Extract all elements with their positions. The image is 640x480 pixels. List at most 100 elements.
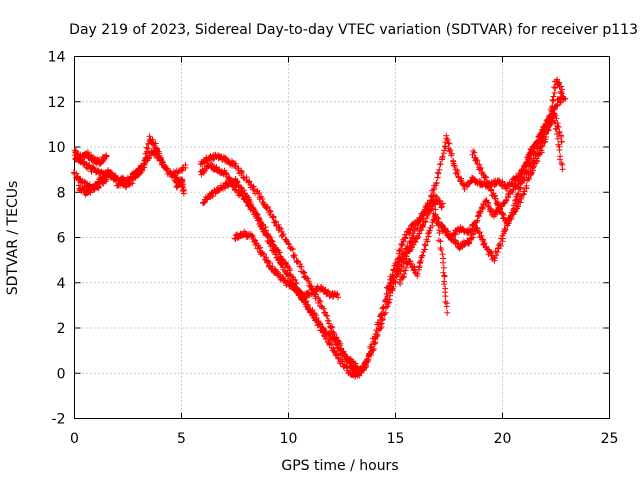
y-axis-title: SDTVAR / TECUs <box>5 181 21 296</box>
data-points <box>70 76 569 380</box>
data-point <box>246 178 253 185</box>
data-point <box>272 218 279 225</box>
x-tick-label: 10 <box>280 431 298 447</box>
data-point <box>289 246 296 253</box>
data-point <box>235 167 242 174</box>
x-tick-label: 0 <box>70 431 79 447</box>
data-point <box>135 168 142 175</box>
data-point <box>278 225 285 232</box>
data-point <box>440 264 447 271</box>
data-point <box>141 164 148 171</box>
data-point <box>101 177 108 184</box>
y-tick-label: 10 <box>48 140 66 156</box>
y-tick-label: 2 <box>57 321 66 337</box>
data-point <box>556 147 563 154</box>
data-point <box>440 269 447 276</box>
y-tick-label: 8 <box>57 185 66 201</box>
data-point <box>113 177 120 184</box>
data-point <box>270 214 277 221</box>
data-point <box>218 153 225 160</box>
data-point <box>230 159 237 166</box>
x-axis-title: GPS time / hours <box>281 458 398 474</box>
data-point <box>421 241 428 248</box>
data-point <box>239 169 246 176</box>
data-point <box>441 281 448 288</box>
data-point <box>435 170 442 177</box>
data-point <box>250 186 257 193</box>
data-point <box>442 293 449 300</box>
data-point <box>444 309 451 316</box>
data-point <box>324 312 331 319</box>
x-tick-label: 15 <box>387 431 405 447</box>
x-tick-label: 25 <box>601 431 619 447</box>
data-point <box>285 241 292 248</box>
data-point <box>95 184 102 191</box>
data-point <box>288 245 295 252</box>
data-point <box>303 275 310 282</box>
data-point <box>293 259 300 266</box>
data-point <box>439 259 446 266</box>
data-point <box>279 232 286 239</box>
y-axis: -2 0 2 4 6 8 10 12 14 <box>48 50 610 428</box>
data-point <box>442 298 449 305</box>
data-point <box>416 259 423 266</box>
data-point <box>443 303 450 310</box>
data-point <box>275 221 282 228</box>
data-point <box>297 261 304 268</box>
data-point <box>280 231 287 238</box>
data-point <box>264 204 271 211</box>
data-point <box>182 161 189 168</box>
data-point <box>122 183 129 190</box>
x-tick-label: 20 <box>494 431 512 447</box>
data-point <box>146 133 153 140</box>
data-point <box>558 138 565 145</box>
data-point <box>142 157 149 164</box>
data-point <box>559 166 566 173</box>
data-point <box>256 190 263 197</box>
chart-title: Day 219 of 2023, Sidereal Day-to-day VTE… <box>69 22 638 38</box>
data-point <box>550 93 557 100</box>
data-point <box>103 152 110 159</box>
data-point <box>437 161 444 168</box>
data-point <box>159 161 166 168</box>
data-point <box>100 180 107 187</box>
data-point <box>126 181 133 188</box>
y-tick-label: 14 <box>48 50 66 66</box>
data-point <box>143 144 150 151</box>
data-point <box>556 156 563 163</box>
data-point <box>260 200 267 207</box>
data-point <box>256 194 263 201</box>
data-point <box>436 166 443 173</box>
y-tick-label: 12 <box>48 95 66 111</box>
data-point <box>164 165 171 172</box>
y-tick-label: 6 <box>57 231 66 247</box>
x-tick-label: 5 <box>177 431 186 447</box>
data-point <box>259 199 266 206</box>
y-tick-label: -2 <box>52 412 66 428</box>
data-point <box>323 312 330 319</box>
data-point <box>74 173 81 180</box>
y-tick-label: 0 <box>57 366 66 382</box>
data-point <box>271 219 278 226</box>
data-point <box>328 324 335 331</box>
data-point <box>290 253 297 260</box>
data-point <box>551 89 558 96</box>
data-point <box>443 132 450 139</box>
data-point <box>238 168 245 175</box>
data-point <box>179 177 186 184</box>
data-point <box>266 207 273 214</box>
data-point <box>325 320 332 327</box>
data-point <box>439 251 446 258</box>
data-point <box>304 275 311 282</box>
data-point <box>291 252 298 259</box>
data-point <box>201 159 208 166</box>
data-point <box>379 305 386 312</box>
x-axis: 0 5 10 15 20 25 <box>70 56 619 447</box>
data-point <box>86 153 93 160</box>
data-point <box>103 176 110 183</box>
data-point <box>322 309 329 316</box>
y-tick-label: 4 <box>57 276 66 292</box>
data-point <box>180 190 187 197</box>
data-point <box>96 183 103 190</box>
